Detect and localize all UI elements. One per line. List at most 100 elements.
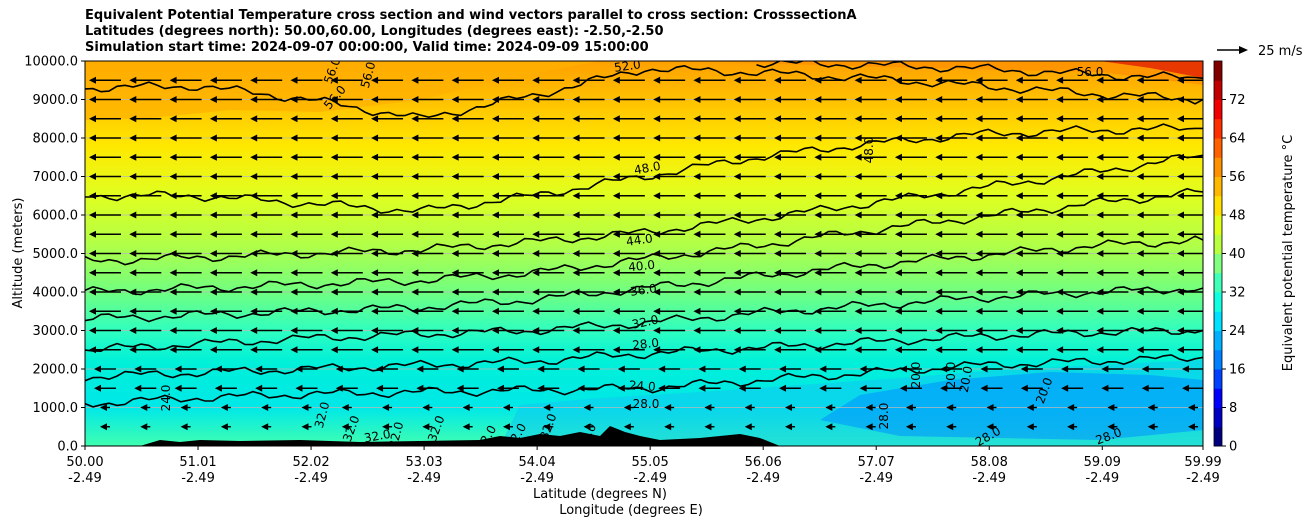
wind-arrowhead: [854, 153, 862, 161]
wind-arrowhead: [733, 250, 741, 257]
wind-arrowhead: [1136, 250, 1144, 257]
x-tick-label-lat: 57.07: [858, 455, 895, 470]
wind-arrowhead: [894, 307, 902, 315]
wind-arrowhead: [814, 211, 822, 219]
wind-arrowhead: [980, 365, 988, 373]
x-tick-label-lat: 56.06: [745, 455, 782, 470]
wind-arrowhead: [664, 423, 672, 431]
wind-arrowhead: [134, 365, 142, 373]
wind-arrowhead: [693, 76, 701, 84]
wind-arrowhead: [894, 153, 902, 161]
title-line-2: Latitudes (degrees north): 50.00,60.00, …: [85, 24, 664, 39]
contour-label: 20.0: [944, 362, 958, 389]
wind-arrowhead: [733, 288, 741, 296]
wind-arrowhead: [572, 269, 580, 277]
wind-arrowhead: [1096, 134, 1104, 142]
wind-arrowhead: [859, 384, 867, 392]
wind-arrowhead: [491, 346, 499, 354]
wind-arrowhead: [1056, 134, 1064, 142]
wind-arrowhead: [290, 192, 298, 200]
wind-arrowhead: [774, 250, 782, 257]
warm-region-upper-right: [700, 61, 1203, 85]
wind-arrowhead: [543, 423, 551, 431]
wind-arrowhead: [733, 211, 741, 219]
contour-56: [756, 61, 1203, 81]
wind-arrowhead: [1096, 230, 1104, 238]
wind-arrowhead: [612, 288, 620, 296]
colorbar-band: [1214, 253, 1222, 274]
wind-arrowhead: [94, 384, 101, 392]
contour-label: 32.0: [386, 420, 406, 449]
wind-arrowhead: [935, 96, 943, 103]
wind-arrowhead: [180, 423, 188, 431]
chart-title: Equivalent Potential Temperature cross s…: [85, 8, 857, 56]
wind-arrowhead: [572, 307, 580, 315]
y-tick-label: 10000.0: [24, 55, 78, 70]
colorbar-tick-label: 24: [1229, 324, 1246, 339]
wind-arrowhead: [290, 134, 298, 142]
wind-arrowhead: [330, 269, 338, 277]
wind-arrowhead: [572, 173, 580, 180]
wind-arrowhead: [290, 96, 298, 103]
wind-arrowhead: [451, 269, 459, 277]
wind-arrowhead: [653, 211, 661, 219]
wind-arrowhead: [532, 327, 540, 334]
wind-arrowhead: [693, 115, 701, 123]
wind-arrowhead: [894, 192, 902, 200]
wind-arrowhead: [704, 423, 712, 431]
wind-arrowhead: [698, 365, 706, 373]
wind-arrowhead: [612, 230, 620, 238]
wind-arrowhead: [744, 423, 752, 431]
wind-arrowhead: [250, 327, 258, 334]
wind-arrowhead: [491, 250, 499, 257]
contour-label: 52.0: [613, 57, 641, 75]
wind-arrowhead: [532, 76, 540, 84]
wind-arrowhead: [1141, 384, 1149, 392]
wind-arrowhead: [894, 173, 902, 180]
wind-arrowhead: [1136, 211, 1144, 219]
wind-arrowhead: [169, 230, 177, 238]
wind-arrowhead: [1067, 423, 1075, 431]
wind-arrowhead: [214, 365, 222, 373]
wind-arrowhead: [250, 115, 258, 123]
wind-arrowhead: [975, 327, 983, 334]
wind-arrowhead: [1096, 327, 1104, 334]
wind-arrowhead: [532, 153, 540, 161]
wind-arrowhead: [89, 230, 96, 238]
x-tick-label-lon: -2.49: [972, 471, 1006, 486]
wind-arrowhead: [1136, 134, 1144, 142]
wind-arrowhead: [290, 76, 298, 84]
wind-arrowhead: [612, 192, 620, 200]
wind-arrowhead: [290, 230, 298, 238]
wind-arrowhead: [774, 115, 782, 123]
wind-arrowhead: [330, 134, 338, 142]
wind-arrowhead: [1182, 384, 1189, 392]
wind-arrowhead: [129, 269, 137, 277]
wind-arrowhead: [975, 173, 983, 180]
wind-arrowhead: [1177, 250, 1184, 257]
wind-arrowhead: [814, 115, 822, 123]
wind-arrowhead: [935, 269, 943, 277]
wind-arrowhead: [653, 115, 661, 123]
wind-arrowhead: [89, 307, 96, 315]
x-tick-label-lat: 59.09: [1084, 455, 1121, 470]
wind-arrowhead: [744, 404, 752, 411]
wind-arrowhead: [905, 404, 913, 411]
wind-arrowhead: [1136, 115, 1144, 123]
wind-arrowhead: [462, 423, 470, 431]
wind-arrowhead: [859, 365, 867, 373]
wind-arrowhead: [330, 346, 338, 354]
wind-arrowhead: [169, 96, 177, 103]
wind-arrowhead: [612, 96, 620, 103]
wind-arrowhead: [214, 384, 222, 392]
wind-arrowhead: [209, 307, 217, 315]
wind-arrowhead: [894, 288, 902, 296]
wind-arrowhead: [371, 173, 379, 180]
wind-arrowhead: [1015, 115, 1023, 123]
wind-arrowhead: [693, 230, 701, 238]
wind-arrowhead: [502, 423, 510, 431]
warm-core-right: [1100, 61, 1203, 78]
wind-arrowhead: [1096, 76, 1104, 84]
wind-arrowhead: [169, 307, 177, 315]
wind-arrowhead: [854, 211, 862, 219]
